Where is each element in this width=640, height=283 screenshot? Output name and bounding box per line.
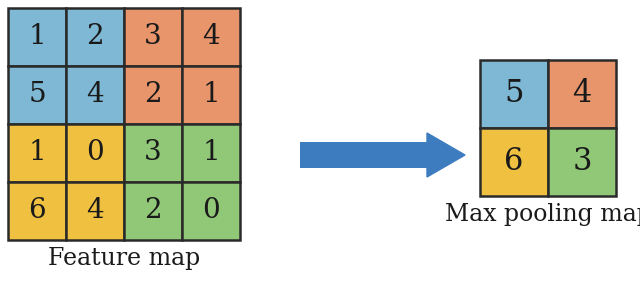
Text: 4: 4 (202, 23, 220, 50)
Text: 1: 1 (202, 82, 220, 108)
Bar (182, 66, 240, 124)
Bar (8, 124, 66, 182)
Text: 1: 1 (28, 140, 46, 166)
Bar (124, 66, 182, 124)
Text: 2: 2 (144, 198, 162, 224)
Text: 6: 6 (504, 147, 524, 177)
Bar (124, 8, 182, 66)
Text: 0: 0 (86, 140, 104, 166)
Bar (8, 182, 66, 240)
Bar (182, 8, 240, 66)
Bar (124, 182, 182, 240)
Text: Max pooling map: Max pooling map (445, 203, 640, 226)
Bar (548, 128, 616, 196)
Text: 2: 2 (144, 82, 162, 108)
Polygon shape (427, 133, 465, 177)
Text: 3: 3 (572, 147, 592, 177)
Bar (124, 124, 182, 182)
Text: 4: 4 (86, 198, 104, 224)
Text: 0: 0 (202, 198, 220, 224)
Text: 1: 1 (28, 23, 46, 50)
Bar (8, 8, 66, 66)
Bar (480, 128, 548, 196)
Bar (300, 142, 427, 168)
Bar (66, 66, 124, 124)
Text: 5: 5 (504, 78, 524, 110)
Bar (548, 60, 616, 128)
Text: 2: 2 (86, 23, 104, 50)
Text: 1: 1 (202, 140, 220, 166)
Bar (182, 124, 240, 182)
Text: 4: 4 (572, 78, 591, 110)
Text: 6: 6 (28, 198, 46, 224)
Bar (182, 182, 240, 240)
Text: 4: 4 (86, 82, 104, 108)
Bar (66, 8, 124, 66)
Text: 3: 3 (144, 23, 162, 50)
Text: 3: 3 (144, 140, 162, 166)
Bar (66, 124, 124, 182)
Text: Feature map: Feature map (48, 246, 200, 269)
Bar (480, 60, 548, 128)
Text: 5: 5 (28, 82, 46, 108)
Bar (8, 66, 66, 124)
Bar (66, 182, 124, 240)
